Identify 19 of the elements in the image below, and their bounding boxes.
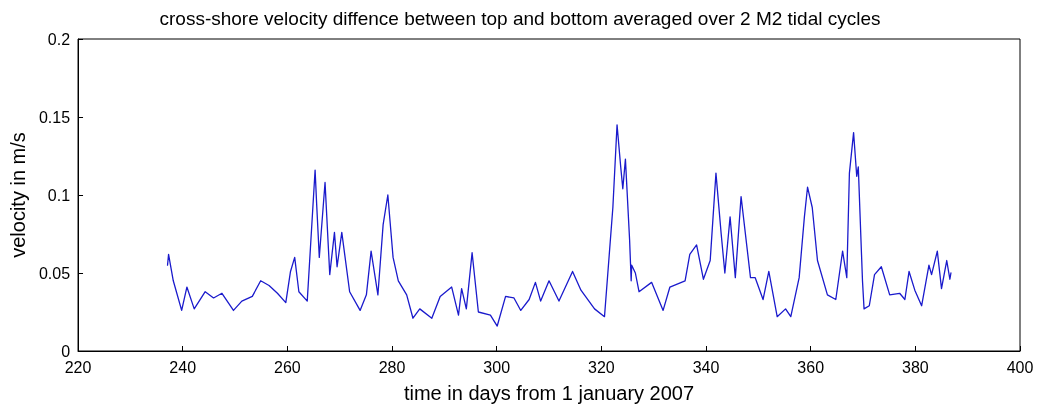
y-tick-label: 0.1: [47, 186, 71, 204]
x-axis-title: time in days from 1 january 2007: [403, 382, 695, 404]
x-tick-label: 280: [378, 358, 406, 376]
x-tick-label: 400: [1006, 358, 1034, 376]
x-tick-label: 360: [797, 358, 825, 376]
x-tick-label: 240: [169, 358, 197, 376]
y-tick-label: 0.2: [47, 30, 71, 48]
y-axis-title: velocity in m/s: [7, 132, 29, 258]
line-series: [166, 124, 952, 327]
y-tick-label: 0.15: [38, 108, 71, 126]
x-tick-label: 340: [692, 358, 720, 376]
y-tick-label: 0: [61, 342, 71, 360]
x-tick-label: 260: [274, 358, 301, 376]
chart-title: cross-shore velocity diffence between top and bottom averaged over 2 M2 tidal cycles: [159, 8, 881, 29]
x-tick-label: 220: [64, 358, 92, 376]
x-tick-label: 380: [901, 358, 929, 376]
y-tick-label: 0.05: [38, 264, 71, 282]
x-tick-label: 320: [588, 358, 615, 376]
x-tick-label: 300: [483, 358, 511, 376]
